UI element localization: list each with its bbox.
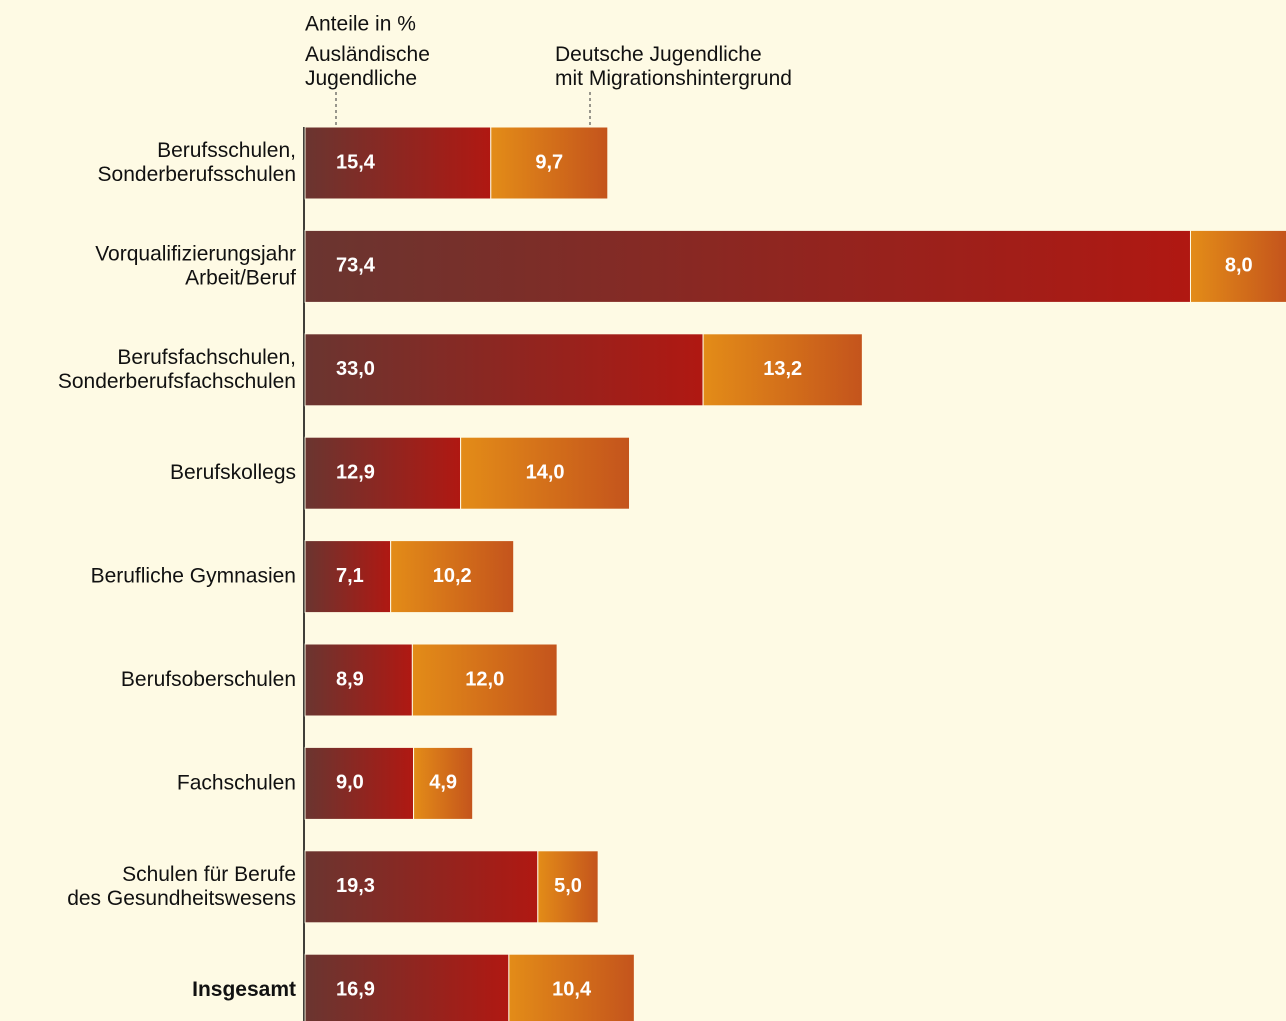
value-label: 14,0	[526, 461, 565, 483]
bar-segment	[304, 746, 415, 820]
value-label: 12,9	[336, 461, 375, 483]
category-label: Berufsoberschulen	[121, 668, 296, 691]
value-label: 13,2	[763, 358, 802, 380]
bar-segment	[304, 953, 510, 1021]
bar-segment	[304, 126, 492, 200]
legend-label: Deutsche Jugendliche mit Migrationshinter…	[555, 43, 792, 90]
bar-segment	[490, 126, 609, 200]
bar-segment	[304, 436, 462, 510]
bar-segment	[460, 436, 631, 510]
bar-segment	[702, 333, 863, 407]
category-label: Berufskollegs	[170, 461, 296, 484]
value-label: 10,2	[433, 565, 472, 587]
bar-segment	[508, 953, 635, 1021]
category-label: Vorqualifizierungsjahr Arbeit/Beruf	[95, 242, 296, 289]
bar-segment	[413, 746, 474, 820]
value-label: 16,9	[336, 978, 375, 1000]
bar-segment	[411, 643, 558, 717]
bar-segment	[304, 333, 704, 407]
value-label: 7,1	[336, 565, 364, 587]
value-label: 9,7	[535, 151, 563, 173]
value-label: 9,0	[336, 772, 364, 794]
subtitle: Anteile in %	[305, 13, 416, 36]
value-label: 15,4	[336, 151, 376, 173]
bar-segment	[1189, 229, 1286, 303]
category-label: Berufliche Gymnasien	[91, 564, 296, 587]
bar-segment	[304, 643, 413, 717]
value-label: 8,0	[1225, 255, 1253, 277]
legend-label: Ausländische Jugendliche	[305, 43, 430, 90]
value-label: 73,4	[336, 255, 376, 277]
bar-segment	[537, 850, 599, 924]
value-label: 5,0	[554, 875, 582, 897]
category-label: Berufsschulen, Sonderberufsschulen	[98, 139, 296, 186]
bar-segment	[304, 850, 539, 924]
bar-segment	[304, 540, 392, 614]
category-label: Schulen für Berufe des Gesundheitswesens	[67, 862, 296, 909]
value-label: 19,3	[336, 875, 375, 897]
value-label: 4,9	[429, 772, 457, 794]
value-label: 10,4	[552, 978, 592, 1000]
category-label: Fachschulen	[177, 771, 296, 794]
category-label: Berufsfachschulen, Sonderberufsfachschule…	[58, 345, 296, 392]
value-label: 33,0	[336, 358, 375, 380]
value-label: 12,0	[465, 668, 504, 690]
bar-segment	[390, 540, 515, 614]
value-label: 8,9	[336, 668, 364, 690]
category-label: Insgesamt	[192, 978, 296, 1001]
bar-segment	[304, 229, 1191, 303]
